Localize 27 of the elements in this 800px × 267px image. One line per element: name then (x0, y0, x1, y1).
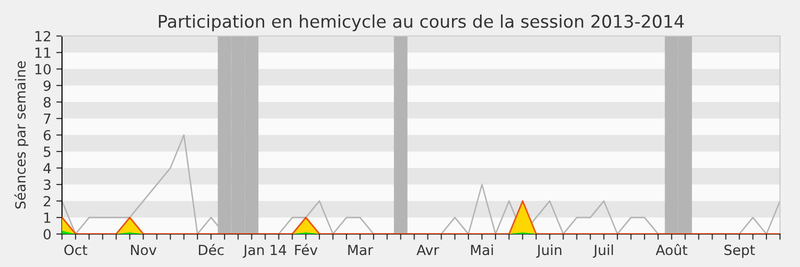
y-tick-label: 7 (44, 114, 50, 124)
x-tick-label: Oct (64, 244, 88, 256)
y-tick-label: 3 (44, 179, 50, 190)
y-tick-label: 6 (44, 130, 51, 140)
x-tick-label: Déc (198, 244, 224, 256)
x-tick-label: Avr (416, 244, 440, 255)
y-tick-label: 11 (35, 48, 50, 58)
x-tick-label: Sept (724, 244, 755, 258)
y-tick-label: 12 (35, 30, 50, 42)
x-tick-label: Mar (348, 244, 374, 256)
y-tick-label: 9 (44, 80, 51, 91)
y-tick-label: 0 (44, 228, 51, 240)
x-tick-label: Juil (592, 244, 613, 258)
x-tick-label: Fév (295, 244, 318, 256)
y-tick-label: 8 (44, 96, 51, 108)
y-tick-label: 5 (44, 146, 50, 157)
x-tick-label: Juin (536, 244, 562, 258)
x-tick-label: Nov (131, 244, 156, 256)
y-axis-title: Séances par semaine (14, 61, 28, 209)
y-tick-label: 2 (44, 196, 50, 206)
x-tick-label: Mai (471, 244, 493, 256)
x-tick-label: Août (656, 244, 688, 256)
x-tick-label: Jan 14 (242, 244, 286, 258)
y-tick-label: 1 (44, 212, 50, 223)
chart-title: Participation en hemicycle au cours de la session 2013-2014 (158, 14, 684, 32)
y-tick-label: 10 (35, 64, 51, 74)
y-tick-label: 4 (43, 163, 51, 174)
